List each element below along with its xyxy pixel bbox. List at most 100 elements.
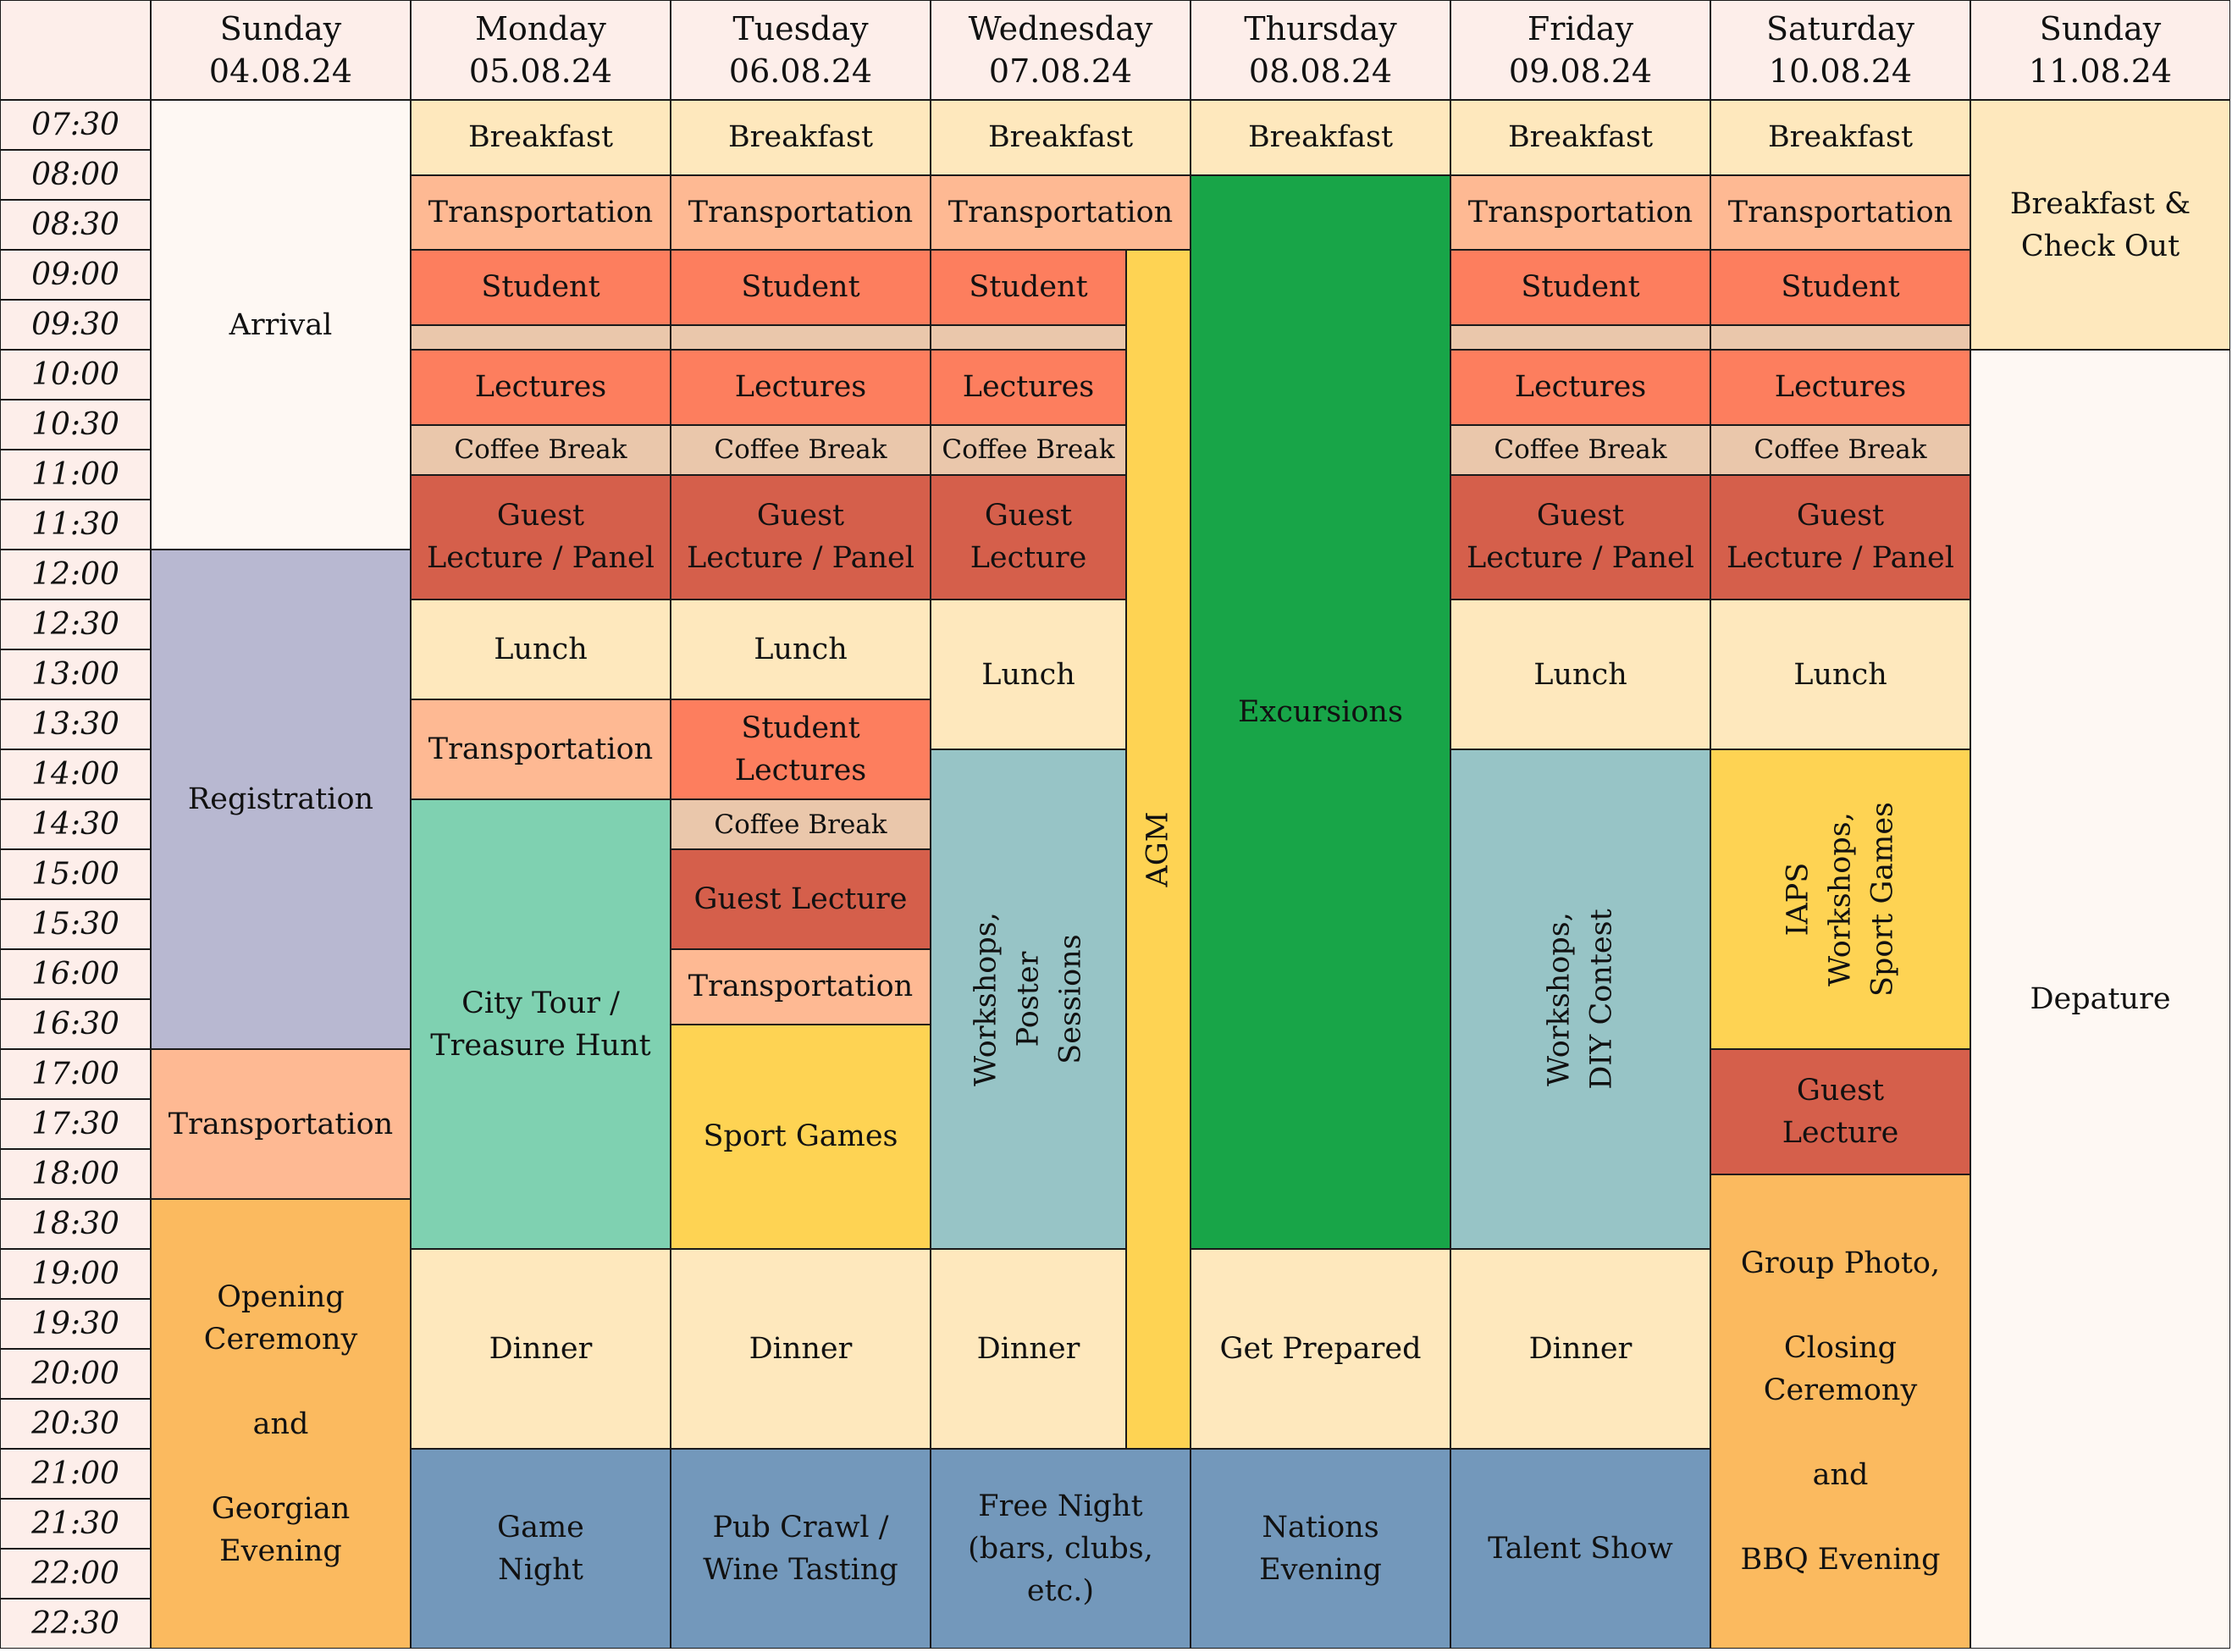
- event-tue-studentlect: Student Lectures: [671, 699, 931, 799]
- event-mon-transport2: Transportation: [411, 699, 671, 799]
- time-label: 19:30: [0, 1299, 151, 1349]
- day-date: 11.08.24: [2028, 52, 2173, 90]
- event-mon-coffee: Coffee Break: [411, 424, 671, 475]
- event-mon-game: Game Night: [411, 1449, 671, 1649]
- event-mon-lunch: Lunch: [411, 599, 671, 699]
- event-tue-pub: Pub Crawl / Wine Tasting: [671, 1449, 931, 1649]
- event-fri-breakfast: Breakfast: [1450, 100, 1710, 175]
- event-label: AGM: [1141, 811, 1176, 887]
- event-tue-lectures: Lectures: [671, 350, 931, 425]
- event-sat-transport: Transportation: [1710, 174, 1970, 250]
- event-sat-gap: [1710, 324, 1970, 350]
- time-label: 21:00: [0, 1449, 151, 1499]
- event-tue-dinner: Dinner: [671, 1249, 931, 1449]
- day-name: Sunday: [219, 10, 342, 47]
- event-sat-guest1: Guest Lecture / Panel: [1710, 474, 1970, 599]
- day-name: Tuesday: [732, 10, 869, 47]
- event-sat-lunch: Lunch: [1710, 599, 1970, 749]
- day-date: 09.08.24: [1508, 52, 1653, 90]
- event-tue-student: Student: [671, 250, 931, 325]
- day-name: Wednesday: [968, 10, 1153, 47]
- time-label: 19:00: [0, 1249, 151, 1299]
- day-date: 10.08.24: [1768, 52, 1913, 90]
- event-fri-student: Student: [1450, 250, 1710, 325]
- day-header-1: Monday 05.08.24: [411, 0, 671, 100]
- event-tue-breakfast: Breakfast: [671, 100, 931, 175]
- time-label: 09:30: [0, 300, 151, 350]
- event-thu-excursions: Excursions: [1191, 174, 1450, 1249]
- event-sun-arrival: Arrival: [151, 100, 411, 550]
- event-tue-guest2: Guest Lecture: [671, 849, 931, 949]
- event-label: IAPS Workshops, Sport Games: [1781, 801, 1900, 997]
- event-tue-transport1: Transportation: [671, 174, 931, 250]
- time-label: 14:00: [0, 749, 151, 799]
- event-sat-closing: Group Photo, Closing Ceremony and BBQ Ev…: [1710, 1174, 1970, 1649]
- event-wed-student: Student: [931, 250, 1126, 325]
- event-mon-gap: [411, 324, 671, 350]
- event-wed-free: Free Night (bars, clubs, etc.): [931, 1449, 1191, 1649]
- time-label: 22:30: [0, 1599, 151, 1649]
- time-label: 21:30: [0, 1499, 151, 1549]
- time-label: 20:30: [0, 1399, 151, 1449]
- event-wed-lunch: Lunch: [931, 599, 1126, 749]
- event-sat-student: Student: [1710, 250, 1970, 325]
- event-sat-coffee: Coffee Break: [1710, 424, 1970, 475]
- event-mon-lectures: Lectures: [411, 350, 671, 425]
- day-date: 08.08.24: [1248, 52, 1393, 90]
- time-label: 10:30: [0, 400, 151, 450]
- event-wed-coffee: Coffee Break: [931, 424, 1126, 475]
- day-header-7: Sunday 11.08.24: [1970, 0, 2230, 100]
- time-label: 07:30: [0, 100, 151, 150]
- time-label: 09:00: [0, 250, 151, 300]
- event-mon-dinner: Dinner: [411, 1249, 671, 1449]
- time-label: 16:30: [0, 999, 151, 1049]
- event-tue-transport2: Transportation: [671, 949, 931, 1025]
- time-label: 08:00: [0, 150, 151, 200]
- event-sat-breakfast: Breakfast: [1710, 100, 1970, 175]
- event-sat-lectures: Lectures: [1710, 350, 1970, 425]
- time-label: 10:00: [0, 350, 151, 400]
- event-wed-agm: AGM: [1126, 250, 1191, 1449]
- event-mon-citytour: City Tour / Treasure Hunt: [411, 799, 671, 1249]
- event-sat-iaps: IAPS Workshops, Sport Games: [1710, 749, 1970, 1049]
- time-label: 13:00: [0, 649, 151, 699]
- event-fri-coffee: Coffee Break: [1450, 424, 1710, 475]
- corner-cell: [0, 0, 151, 100]
- event-wed-transport: Transportation: [931, 174, 1191, 250]
- event-fri-transport: Transportation: [1450, 174, 1710, 250]
- event-thu-nations: Nations Evening: [1191, 1449, 1450, 1649]
- event-thu-prepared: Get Prepared: [1191, 1249, 1450, 1449]
- time-label: 08:30: [0, 200, 151, 250]
- day-date: 07.08.24: [988, 52, 1133, 90]
- event-tue-coffee2: Coffee Break: [671, 799, 931, 849]
- event-sat-guest2: Guest Lecture: [1710, 1049, 1970, 1174]
- time-label: 14:30: [0, 799, 151, 849]
- time-label: 15:00: [0, 849, 151, 899]
- event-tue-coffee1: Coffee Break: [671, 424, 931, 475]
- event-wed-dinner: Dinner: [931, 1249, 1126, 1449]
- day-header-3: Wednesday 07.08.24: [931, 0, 1191, 100]
- time-label: 17:00: [0, 1049, 151, 1099]
- event-fri-lunch: Lunch: [1450, 599, 1710, 749]
- event-tue-lunch: Lunch: [671, 599, 931, 699]
- day-name: Sunday: [2039, 10, 2162, 47]
- day-name: Saturday: [1765, 10, 1915, 47]
- day-name: Friday: [1527, 10, 1634, 47]
- event-fri-talent: Talent Show: [1450, 1449, 1710, 1649]
- event-fri-lectures: Lectures: [1450, 350, 1710, 425]
- event-sun2-checkout: Breakfast & Check Out: [1970, 100, 2230, 350]
- time-label: 22:00: [0, 1549, 151, 1599]
- time-label: 20:00: [0, 1349, 151, 1399]
- day-name: Monday: [475, 10, 606, 47]
- event-mon-guest: Guest Lecture / Panel: [411, 474, 671, 599]
- event-mon-student: Student: [411, 250, 671, 325]
- time-label: 18:30: [0, 1199, 151, 1249]
- time-label: 15:30: [0, 899, 151, 949]
- time-label: 16:00: [0, 949, 151, 999]
- time-label: 11:30: [0, 500, 151, 550]
- time-label: 11:00: [0, 450, 151, 500]
- event-wed-lectures: Lectures: [931, 350, 1126, 425]
- event-wed-guest: Guest Lecture: [931, 474, 1126, 599]
- time-label: 12:30: [0, 599, 151, 649]
- day-date: 04.08.24: [208, 52, 353, 90]
